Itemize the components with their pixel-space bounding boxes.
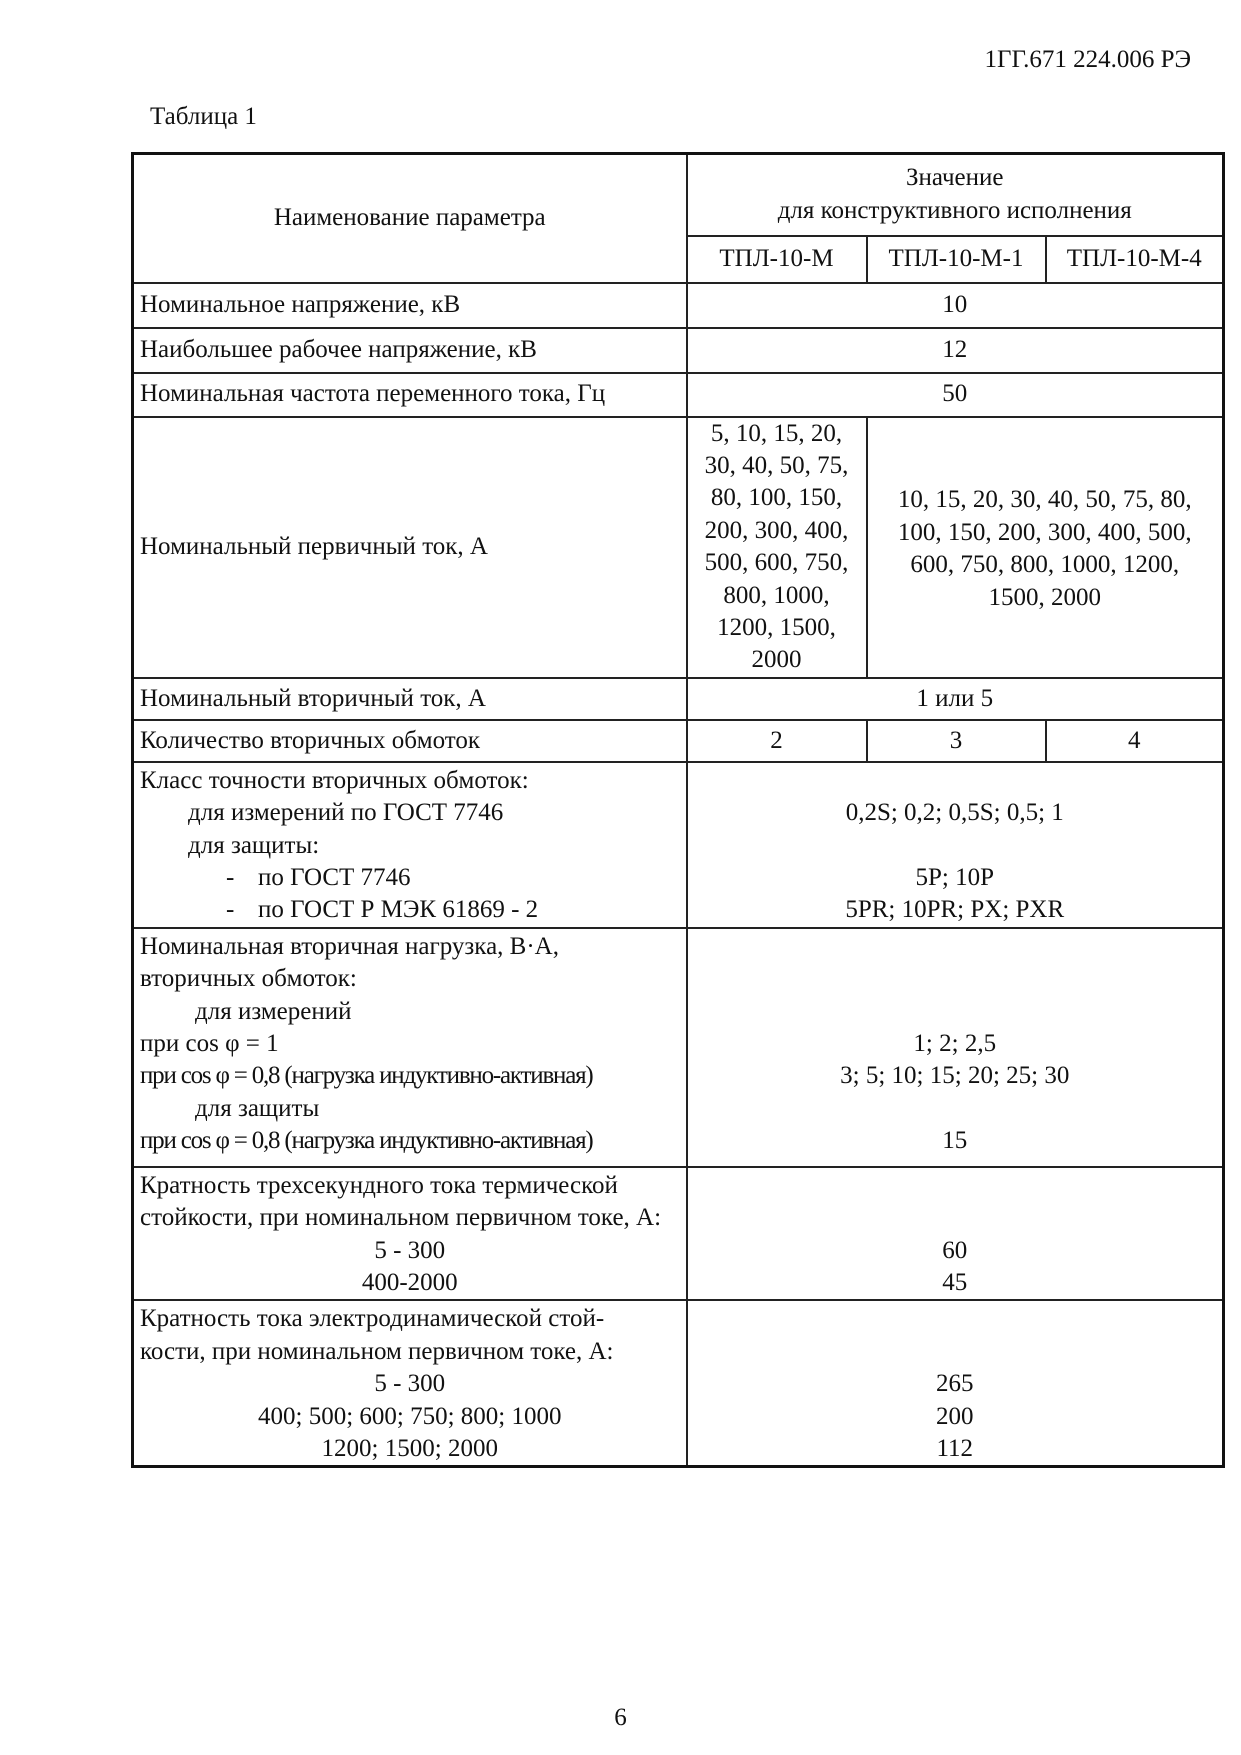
- table-row: Класс точности вторичных обмоток: для из…: [131, 760, 1225, 929]
- list-dash: -: [226, 863, 235, 891]
- param-line: по ГОСТ Р МЭК 61869 - 2: [258, 896, 539, 924]
- value-line: 200: [936, 1402, 974, 1430]
- table-row: Номинальная вторичная нагрузка, В·А, вто…: [131, 926, 1225, 1168]
- value-cell: 1 или 5: [685, 676, 1225, 721]
- header-variant: ТПЛ-10-М-4: [1044, 234, 1225, 284]
- value-cell: 10: [685, 281, 1225, 329]
- param-line: 5 - 300: [374, 1236, 446, 1264]
- param-line: для защиты: [195, 1094, 320, 1122]
- value-cell: 1; 2; 2,5 3; 5; 10; 15; 20; 25; 30 15: [685, 926, 1225, 1168]
- value-line: 112: [936, 1435, 974, 1462]
- table-row: Кратность трехсекундного тока термическо…: [131, 1165, 1225, 1302]
- param-line: для измерений по ГОСТ 7746: [188, 799, 504, 827]
- value-line: 80, 100, 150,: [710, 484, 843, 512]
- param-line: 400; 500; 600; 750; 800; 1000: [258, 1402, 562, 1430]
- param-line: при cos φ = 0,8 (нагрузка индуктивно-акт…: [140, 1062, 594, 1090]
- header-value: Значение для конструктивного исполнения: [685, 152, 1225, 237]
- value-line: 1500, 2000: [988, 583, 1102, 611]
- value-line: 5, 10, 15, 20,: [710, 419, 843, 447]
- value-cell: 50: [685, 371, 1225, 418]
- param-cell: Номинальная частота переменного тока, Гц: [131, 371, 688, 418]
- param-line: 1200; 1500; 2000: [321, 1435, 498, 1463]
- table-row: Номинальная частота переменного тока, Гц…: [131, 371, 1225, 418]
- value-line: 200, 300, 400,: [704, 516, 849, 544]
- table-row: Номинальный первичный ток, А 5, 10, 15, …: [131, 415, 1225, 679]
- param-line: Кратность трехсекундного тока термическо…: [140, 1171, 618, 1199]
- param-line: при cos φ = 0,8 (нагрузка индуктивно-акт…: [140, 1127, 594, 1155]
- parameters-table: Наименование параметра Значение для конс…: [131, 152, 1225, 1469]
- value-cell: 10, 15, 20, 30, 40, 50, 75, 80, 100, 150…: [865, 415, 1225, 679]
- table-row: Наибольшее рабочее напряжение, кВ 12: [131, 326, 1225, 374]
- param-line: стойкости, при номинальном первичном ток…: [140, 1204, 662, 1232]
- param-cell: Номинальное напряжение, кВ: [131, 281, 688, 329]
- value-cell: 0,2S; 0,2; 0,5S; 0,5; 1 5P; 10P 5PR; 10P…: [685, 760, 1225, 929]
- param-cell: Номинальная вторичная нагрузка, В·А, вто…: [131, 926, 688, 1168]
- page-number: 6: [614, 1704, 627, 1731]
- param-line: 400-2000: [361, 1269, 458, 1296]
- value-line: 45: [942, 1268, 968, 1296]
- param-line: при cos φ = 1: [140, 1030, 279, 1057]
- param-line: Номинальная вторичная нагрузка, В·А,: [140, 932, 559, 960]
- param-cell: Номинальный вторичный ток, А: [131, 676, 688, 721]
- param-line: Класс точности вторичных обмоток:: [140, 766, 529, 794]
- param-cell: Наибольшее рабочее напряжение, кВ: [131, 326, 688, 374]
- value-cell: 4: [1044, 718, 1225, 763]
- value-line: 2000: [751, 646, 802, 674]
- param-cell: Кратность тока электродинамической стой-…: [131, 1299, 688, 1468]
- header-variant: ТПЛ-10-М-1: [865, 234, 1047, 284]
- param-line: для защиты:: [188, 831, 320, 859]
- value-line: 30, 40, 50, 75,: [704, 451, 849, 479]
- param-line: 5 - 300: [374, 1370, 446, 1398]
- value-line: 1; 2; 2,5: [913, 1029, 997, 1057]
- value-line: 1200, 1500,: [717, 613, 836, 641]
- value-line: 800, 1000,: [723, 581, 830, 609]
- param-cell: Кратность трехсекундного тока термическо…: [131, 1165, 688, 1302]
- value-cell: 265 200 112: [685, 1299, 1225, 1468]
- value-line: 265: [936, 1370, 974, 1398]
- table-row: Номинальное напряжение, кВ 10: [131, 281, 1225, 329]
- param-line: вторичных обмоток:: [140, 965, 357, 993]
- header-value-line: для конструктивного исполнения: [777, 196, 1132, 224]
- table-row: Кратность тока электродинамической стой-…: [131, 1299, 1225, 1468]
- value-cell: 3: [865, 718, 1047, 763]
- value-line: 10, 15, 20, 30, 40, 50, 75, 80,: [897, 486, 1192, 514]
- param-line: Кратность тока электродинамической стой-: [140, 1305, 605, 1333]
- value-line: 600, 750, 800, 1000, 1200,: [910, 551, 1180, 579]
- param-cell: Номинальный первичный ток, А: [131, 415, 688, 679]
- value-cell: 12: [685, 326, 1225, 374]
- value-line: 5P; 10P: [915, 863, 994, 891]
- header-variant: ТПЛ-10-М: [685, 234, 868, 284]
- param-line: кости, при номинальном первичном токе, А…: [140, 1337, 614, 1365]
- param-cell: Количество вторичных обмоток: [131, 718, 688, 763]
- value-line: 15: [942, 1127, 968, 1155]
- list-dash: -: [226, 896, 235, 924]
- document-code: 1ГГ.671 224.006 РЭ: [984, 46, 1192, 73]
- table-row: Количество вторичных обмоток 2 3 4: [131, 718, 1225, 763]
- value-line: 500, 600, 750,: [704, 549, 849, 577]
- value-line: 0,2S; 0,2; 0,5S; 0,5; 1: [845, 799, 1064, 827]
- header-param: Наименование параметра: [131, 152, 688, 284]
- header-value-line: Значение: [905, 164, 1004, 192]
- value-cell: 60 45: [685, 1165, 1225, 1302]
- param-cell: Класс точности вторичных обмоток: для из…: [131, 760, 688, 929]
- value-cell: 2: [685, 718, 868, 763]
- table-row: Номинальный вторичный ток, А 1 или 5: [131, 676, 1225, 721]
- param-line: по ГОСТ 7746: [258, 863, 411, 891]
- value-cell: 5, 10, 15, 20, 30, 40, 50, 75, 80, 100, …: [685, 415, 868, 679]
- value-line: 100, 150, 200, 300, 400, 500,: [897, 518, 1192, 546]
- value-line: 5PR; 10PR; PX; PXR: [845, 896, 1065, 924]
- param-line: для измерений: [195, 997, 352, 1025]
- value-line: 60: [942, 1236, 968, 1264]
- value-line: 3; 5; 10; 15; 20; 25; 30: [840, 1062, 1070, 1090]
- table-caption: Таблица 1: [150, 103, 257, 130]
